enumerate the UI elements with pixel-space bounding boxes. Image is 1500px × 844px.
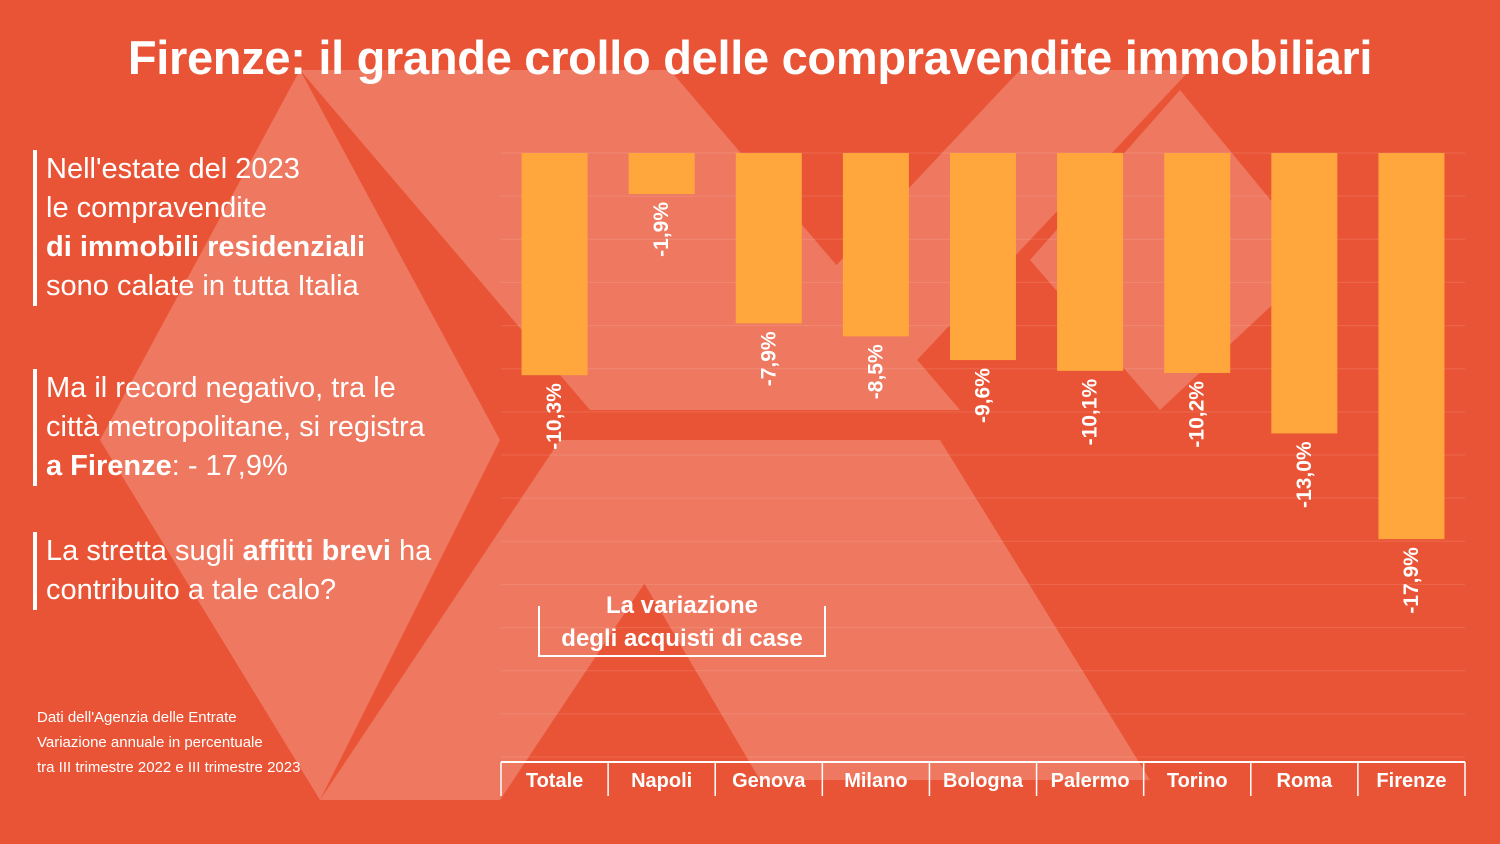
- x-tick-label-totale: Totale: [526, 770, 583, 792]
- data-label-bologna: -9,6%: [972, 368, 995, 423]
- source-line-3: tra III trimestre 2022 e III trimestre 2…: [37, 759, 301, 776]
- question-bold: affitti brevi: [242, 535, 391, 567]
- bar-napoli: [628, 153, 695, 194]
- data-label-torino: -10,2%: [1186, 381, 1209, 448]
- question-text-1: La stretta sugli: [46, 535, 243, 567]
- intro-line-2: le compravendite: [46, 192, 267, 224]
- data-label-palermo: -10,1%: [1079, 379, 1102, 446]
- record-paragraph: Ma il record negativo, tra le città metr…: [33, 369, 486, 486]
- x-tick-label-torino: Torino: [1167, 770, 1228, 792]
- question-line-2: contribuito a tale calo?: [46, 574, 337, 606]
- x-tick-label-bologna: Bologna: [943, 770, 1024, 792]
- record-value: : - 17,9%: [171, 450, 288, 482]
- data-label-genova: -7,9%: [757, 331, 780, 386]
- x-tick-label-genova: Genova: [732, 770, 806, 792]
- data-label-roma: -13,0%: [1293, 441, 1316, 508]
- bar-bologna: [950, 153, 1016, 361]
- chart-legend-box: La variazione degli acquisti di case: [538, 592, 826, 657]
- bar-roma: [1271, 153, 1338, 434]
- data-label-firenze: -17,9%: [1400, 547, 1423, 614]
- source-line-2: Variazione annuale in percentuale: [37, 734, 263, 751]
- bar-palermo: [1057, 153, 1124, 371]
- x-tick-label-firenze: Firenze: [1376, 770, 1446, 792]
- bar-milano: [842, 153, 909, 337]
- bar-genova: [735, 153, 802, 324]
- legend-line-2: degli acquisti di case: [561, 625, 803, 652]
- x-tick-label-napoli: Napoli: [631, 770, 692, 792]
- intro-line-4: sono calate in tutta Italia: [46, 270, 359, 302]
- record-line-2: città metropolitane, si registra: [46, 411, 425, 443]
- intro-line-3-bold: di immobili residenziali: [46, 231, 366, 263]
- x-tick-label-roma: Roma: [1277, 770, 1333, 792]
- question-text-2: ha: [390, 535, 432, 567]
- page-title: Firenze: il grande crollo delle comprave…: [127, 31, 1373, 84]
- x-tick-label-palermo: Palermo: [1051, 770, 1130, 792]
- source-line-1: Dati dell'Agenzia delle Entrate: [37, 709, 237, 726]
- data-label-milano: -8,5%: [864, 344, 887, 399]
- record-city-bold: a Firenze: [46, 450, 172, 482]
- legend-line-1: La variazione: [605, 592, 759, 619]
- intro-line-1: Nell'estate del 2023: [46, 153, 300, 185]
- data-label-totale: -10,3%: [543, 383, 566, 450]
- x-tick-label-milano: Milano: [844, 770, 907, 792]
- bar-torino: [1164, 153, 1231, 374]
- bar-firenze: [1378, 153, 1445, 540]
- record-line-1: Ma il record negativo, tra le: [46, 372, 396, 404]
- question-paragraph: La stretta sugli affitti brevi ha contri…: [33, 532, 486, 610]
- intro-paragraph: Nell'estate del 2023 le compravendite di…: [33, 150, 466, 306]
- bar-totale: [521, 153, 588, 376]
- source-note: Dati dell'Agenzia delle Entrate Variazio…: [37, 705, 300, 780]
- data-label-napoli: -1,9%: [650, 202, 673, 257]
